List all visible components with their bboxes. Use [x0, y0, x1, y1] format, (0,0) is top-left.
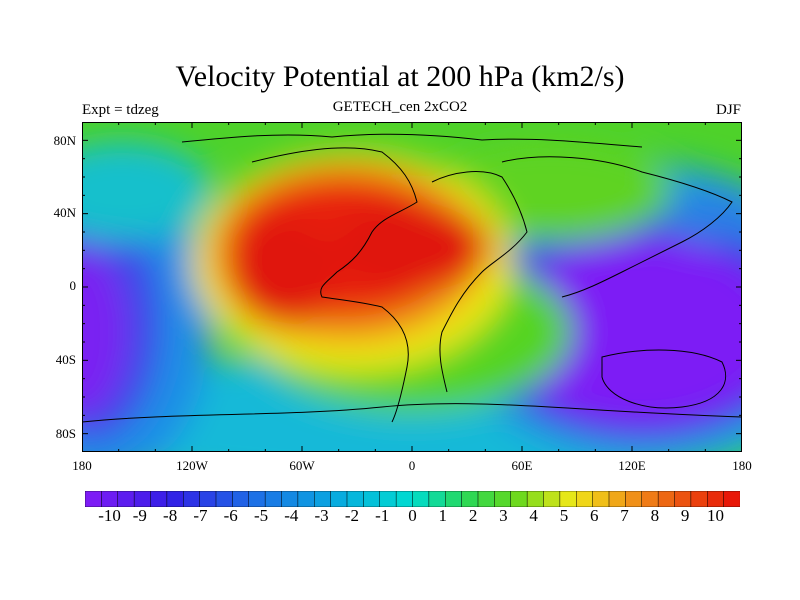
- lon-label-60e: 60E: [511, 458, 533, 473]
- colorbar-label: 0: [408, 506, 417, 525]
- colorbar-swatch: [625, 491, 643, 507]
- colorbar-swatch: [477, 491, 495, 507]
- colorbar-swatch: [674, 491, 692, 507]
- colorbar-label: -7: [193, 506, 208, 525]
- colorbar-swatch: [215, 491, 233, 507]
- colorbar-label: 4: [529, 506, 538, 525]
- field-high-core-east: [332, 202, 492, 292]
- colorbar-swatch: [576, 491, 594, 507]
- colorbar-swatch: [150, 491, 168, 507]
- field-east-north-low: [662, 192, 742, 242]
- colorbar-label: 5: [559, 506, 569, 525]
- colorbar-label: -3: [314, 506, 329, 525]
- colorbar-label: 6: [590, 506, 599, 525]
- lon-label-60w: 60W: [289, 458, 315, 473]
- colorbar: [85, 491, 740, 507]
- colorbar-swatch: [690, 491, 708, 507]
- colorbar-label: -1: [375, 506, 390, 525]
- colorbar-swatch: [166, 491, 184, 507]
- coast-africa-europe: [431, 171, 528, 393]
- coast-antarctica: [82, 403, 742, 423]
- colorbar-swatch: [461, 491, 479, 507]
- colorbar-label: 8: [650, 506, 660, 525]
- lon-label-120e: 120E: [618, 458, 646, 473]
- lon-label-0: 0: [408, 458, 416, 473]
- colorbar-swatch: [232, 491, 250, 507]
- colorbar-swatch: [445, 491, 463, 507]
- lat-label-80s: 80S: [55, 426, 76, 441]
- colorbar-label: -5: [253, 506, 269, 525]
- lon-label-180w: 180: [72, 458, 92, 473]
- coast-australia: [601, 349, 727, 409]
- colorbar-swatch: [133, 491, 151, 507]
- colorbar-swatch: [85, 491, 102, 507]
- colorbar-label: -6: [223, 506, 238, 525]
- lat-label-80n: 80N: [53, 133, 76, 148]
- colorbar-label: 2: [468, 506, 478, 525]
- field-high-core-west: [227, 217, 337, 327]
- colorbar-swatch: [264, 491, 282, 507]
- colorbar-label: -2: [344, 506, 359, 525]
- colorbar-swatch: [608, 491, 626, 507]
- lon-label-180e: 180: [732, 458, 752, 473]
- colorbar-swatch: [641, 491, 659, 507]
- colorbar-swatch: [314, 491, 332, 507]
- colorbar-label: 9: [680, 506, 690, 525]
- colorbar-swatch: [346, 491, 364, 507]
- colorbar-swatch: [428, 491, 446, 507]
- season-label: DJF: [715, 102, 741, 118]
- colorbar-swatch: [117, 491, 135, 507]
- colorbar-swatch: [526, 491, 544, 507]
- field-north-west-blue: [82, 142, 212, 242]
- field-west-low-core: [82, 247, 127, 417]
- colorbar-label: 10: [706, 506, 724, 525]
- coast-asia: [501, 156, 733, 298]
- colorbar-label: -9: [132, 506, 147, 525]
- colorbar-swatch: [494, 491, 512, 507]
- colorbar-swatch: [412, 491, 430, 507]
- lat-label-0: 0: [69, 278, 77, 293]
- colorbar-swatch: [379, 491, 397, 507]
- colorbar-swatch: [510, 491, 528, 507]
- colorbar-swatch: [723, 491, 740, 507]
- velocity-potential-field: [82, 142, 742, 452]
- experiment-label: Expt = tdzeg: [82, 102, 159, 118]
- velocity-potential-map: [82, 122, 742, 452]
- colorbar-swatch: [248, 491, 266, 507]
- colorbar-swatch: [297, 491, 315, 507]
- coastlines: [82, 133, 742, 423]
- colorbar-label: 7: [620, 506, 629, 525]
- coast-americas: [251, 147, 418, 423]
- colorbar-swatch: [281, 491, 299, 507]
- colorbar-swatch: [559, 491, 577, 507]
- colorbar-swatch: [657, 491, 675, 507]
- lat-label-40s: 40S: [55, 352, 76, 367]
- colorbar-swatch: [101, 491, 119, 507]
- colorbar-label: 3: [499, 506, 508, 525]
- coast-north: [181, 133, 643, 148]
- field-east-low-core: [502, 237, 742, 427]
- colorbar-swatch: [543, 491, 561, 507]
- colorbar-swatch: [183, 491, 201, 507]
- colorbar-swatch: [707, 491, 725, 507]
- colorbar-swatch: [199, 491, 217, 507]
- axis-ticks: [82, 122, 742, 452]
- colorbar-label: -10: [98, 506, 121, 525]
- lat-label-40n: 40N: [53, 205, 76, 220]
- colorbar-swatch: [330, 491, 348, 507]
- colorbar-label: 1: [438, 506, 448, 525]
- colorbar-swatch: [395, 491, 413, 507]
- plot-subtitle: GETECH_cen 2xCO2: [332, 99, 468, 115]
- colorbar-label: -8: [163, 506, 178, 525]
- plot-title: Velocity Potential at 200 hPa (km2/s): [175, 60, 625, 93]
- colorbar-swatch: [363, 491, 381, 507]
- lon-label-120w: 120W: [176, 458, 208, 473]
- colorbar-label: -4: [284, 506, 299, 525]
- colorbar-swatch: [592, 491, 610, 507]
